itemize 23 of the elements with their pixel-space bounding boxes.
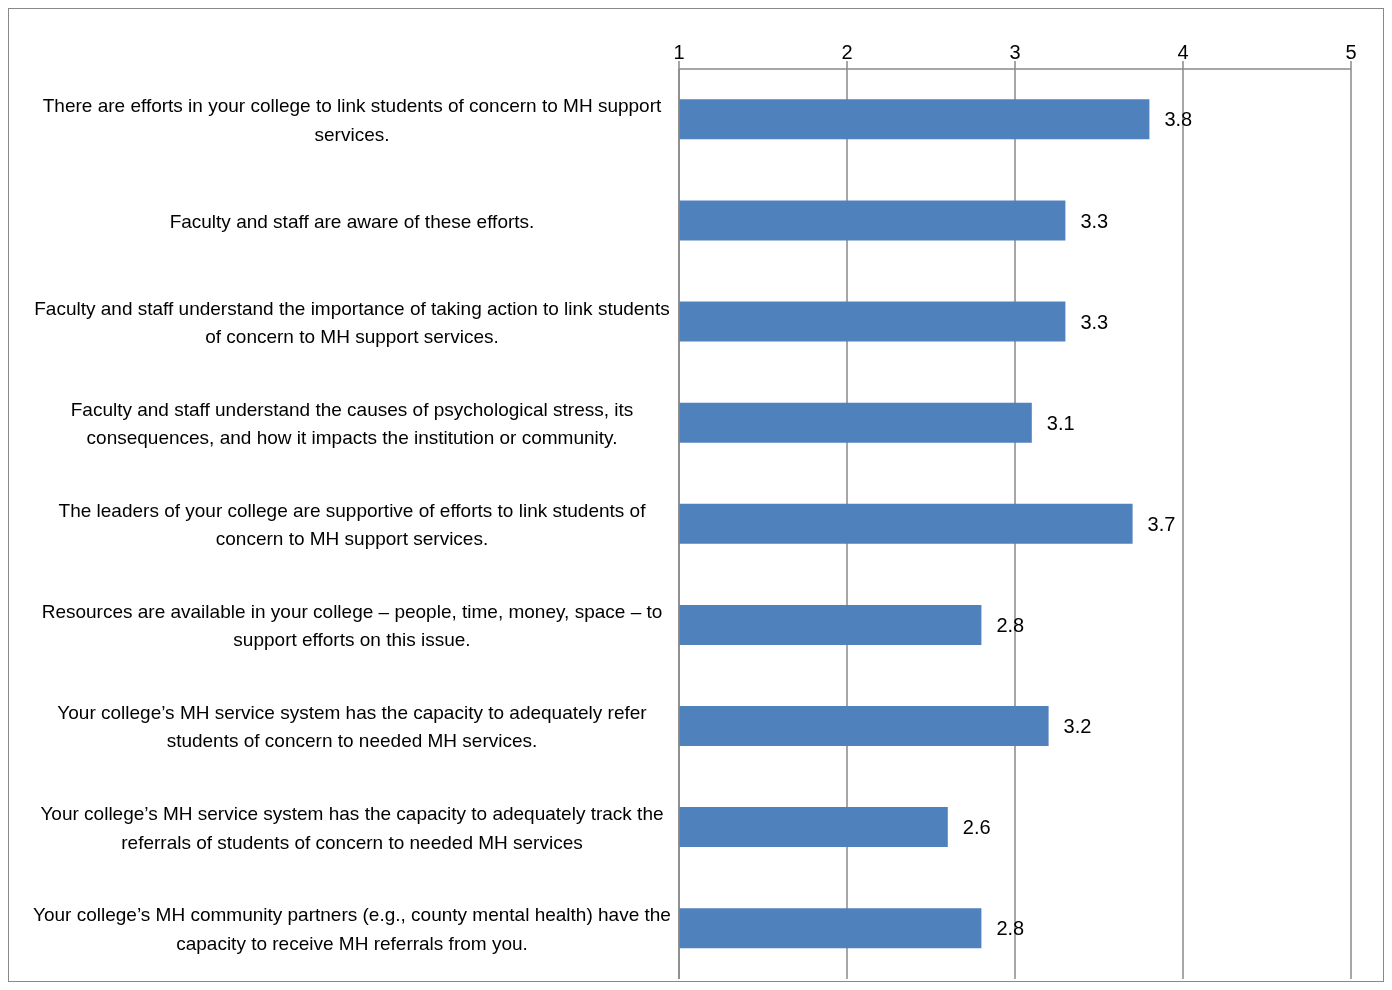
data-label: 3.8 (1164, 108, 1193, 131)
x-tick-label: 1 (673, 41, 685, 63)
data-label: 3.2 (1063, 715, 1092, 738)
data-label: 3.3 (1080, 310, 1109, 333)
x-tick-label: 3 (1009, 41, 1021, 63)
data-label: 2.6 (962, 816, 991, 839)
y-tick-label: There are efforts in your college to link students of concern to MH support services. (42, 94, 662, 145)
x-tick-label: 5 (1345, 41, 1357, 63)
y-tick-label: Your college’s MH service system has the capacity to adequately track the referrals of students of concern to needed MH services (40, 802, 664, 853)
y-tick-label: The leaders of your college are supportive of efforts to link students of concern to MH support services. (58, 499, 647, 549)
y-tick-label: Faculty and staff understand the causes of psychological stress, its consequences, and how it impacts the institution or community. (70, 398, 634, 448)
x-tick-label: 2 (841, 41, 853, 63)
y-tick-label: Your college’s MH service system has the capacity to adequately refer students of concern to needed MH services. (57, 701, 648, 751)
y-tick-label: Your college’s MH community partners (e.g., county mental health) have the capacity to receive MH referrals from you. (33, 903, 671, 954)
data-label: 3.1 (1046, 411, 1075, 434)
data-label: 2.8 (996, 917, 1025, 940)
x-tick-label: 4 (1177, 41, 1189, 63)
data-label: 3.7 (1147, 512, 1176, 535)
data-label: 3.3 (1080, 209, 1109, 232)
y-tick-label: Faculty and staff are aware of these efforts. (169, 210, 535, 232)
y-tick-label: Faculty and staff understand the importance of taking action to link students of concern to MH support services. (34, 297, 670, 347)
data-label: 2.8 (996, 613, 1025, 636)
y-tick-label: Resources are available in your college – people, time, money, space – to support efforts on this issue. (41, 600, 663, 650)
